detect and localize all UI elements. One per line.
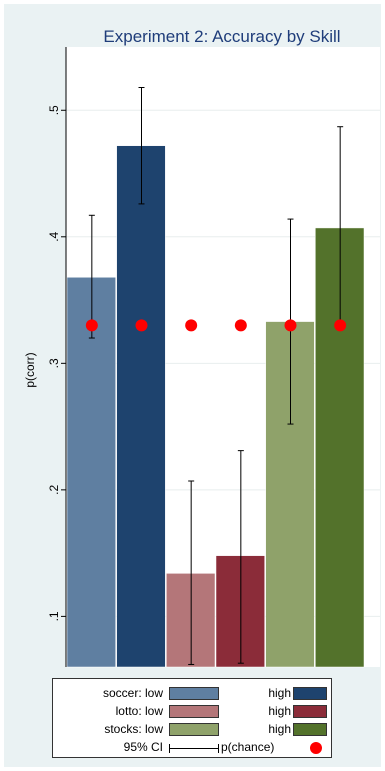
legend-chance-dot: [310, 742, 322, 754]
chart-title: Experiment 2: Accuracy by Skill: [103, 27, 341, 46]
bar-soccer-low: [66, 277, 116, 668]
y-tick-label: .4: [47, 231, 61, 241]
y-tick-label: .2: [47, 485, 61, 495]
legend-row-ci: 95% CI p(chance): [53, 739, 333, 757]
y-axis-ticks: .1 .2 .3 .4 .5: [47, 105, 66, 621]
legend-label-ci: 95% CI: [123, 740, 163, 754]
bar-soccer-high: [116, 145, 166, 668]
legend-swatch-lotto-low: [169, 705, 219, 718]
legend-row-lotto: lotto: low high: [53, 703, 333, 721]
chance-markers: [85, 319, 347, 332]
y-tick-label: .1: [47, 611, 61, 621]
legend-ci-symbol: [169, 744, 219, 753]
chance-dot: [185, 319, 198, 332]
legend-row-soccer: soccer: low high: [53, 685, 333, 703]
y-axis-label: p(corr): [23, 352, 37, 387]
legend-swatch-soccer-high: [293, 687, 327, 700]
confidence-intervals: [88, 86, 344, 665]
chance-dot: [334, 319, 347, 332]
bars: [66, 145, 365, 668]
legend-swatch-lotto-high: [293, 705, 327, 718]
legend-swatch-stocks-high: [293, 723, 327, 736]
legend-swatch-stocks-low: [169, 723, 219, 736]
chance-dot: [234, 319, 247, 332]
legend-label-stocks-low: stocks: low: [104, 722, 163, 736]
y-tick-label: .3: [47, 358, 61, 368]
legend-row-stocks: stocks: low high: [53, 721, 333, 739]
bar-lotto-low: [166, 573, 216, 668]
legend-label-lotto-high: high: [268, 704, 291, 718]
legend-swatch-soccer-low: [169, 687, 219, 700]
legend-label-soccer-low: soccer: low: [102, 686, 163, 700]
chance-dot: [85, 319, 98, 332]
chance-dot: [135, 319, 148, 332]
legend: soccer: low high lotto: low high stocks:…: [52, 678, 332, 758]
legend-label-stocks-high: high: [268, 722, 291, 736]
legend-label-soccer-high: high: [268, 686, 291, 700]
chance-dot: [284, 319, 297, 332]
legend-label-lotto-low: lotto: low: [115, 704, 163, 718]
bar-chart: .1 .2 .3 .4 .5 p(corr): [23, 47, 380, 668]
legend-label-chance: p(chance): [221, 740, 275, 754]
y-tick-label: .5: [47, 105, 61, 115]
